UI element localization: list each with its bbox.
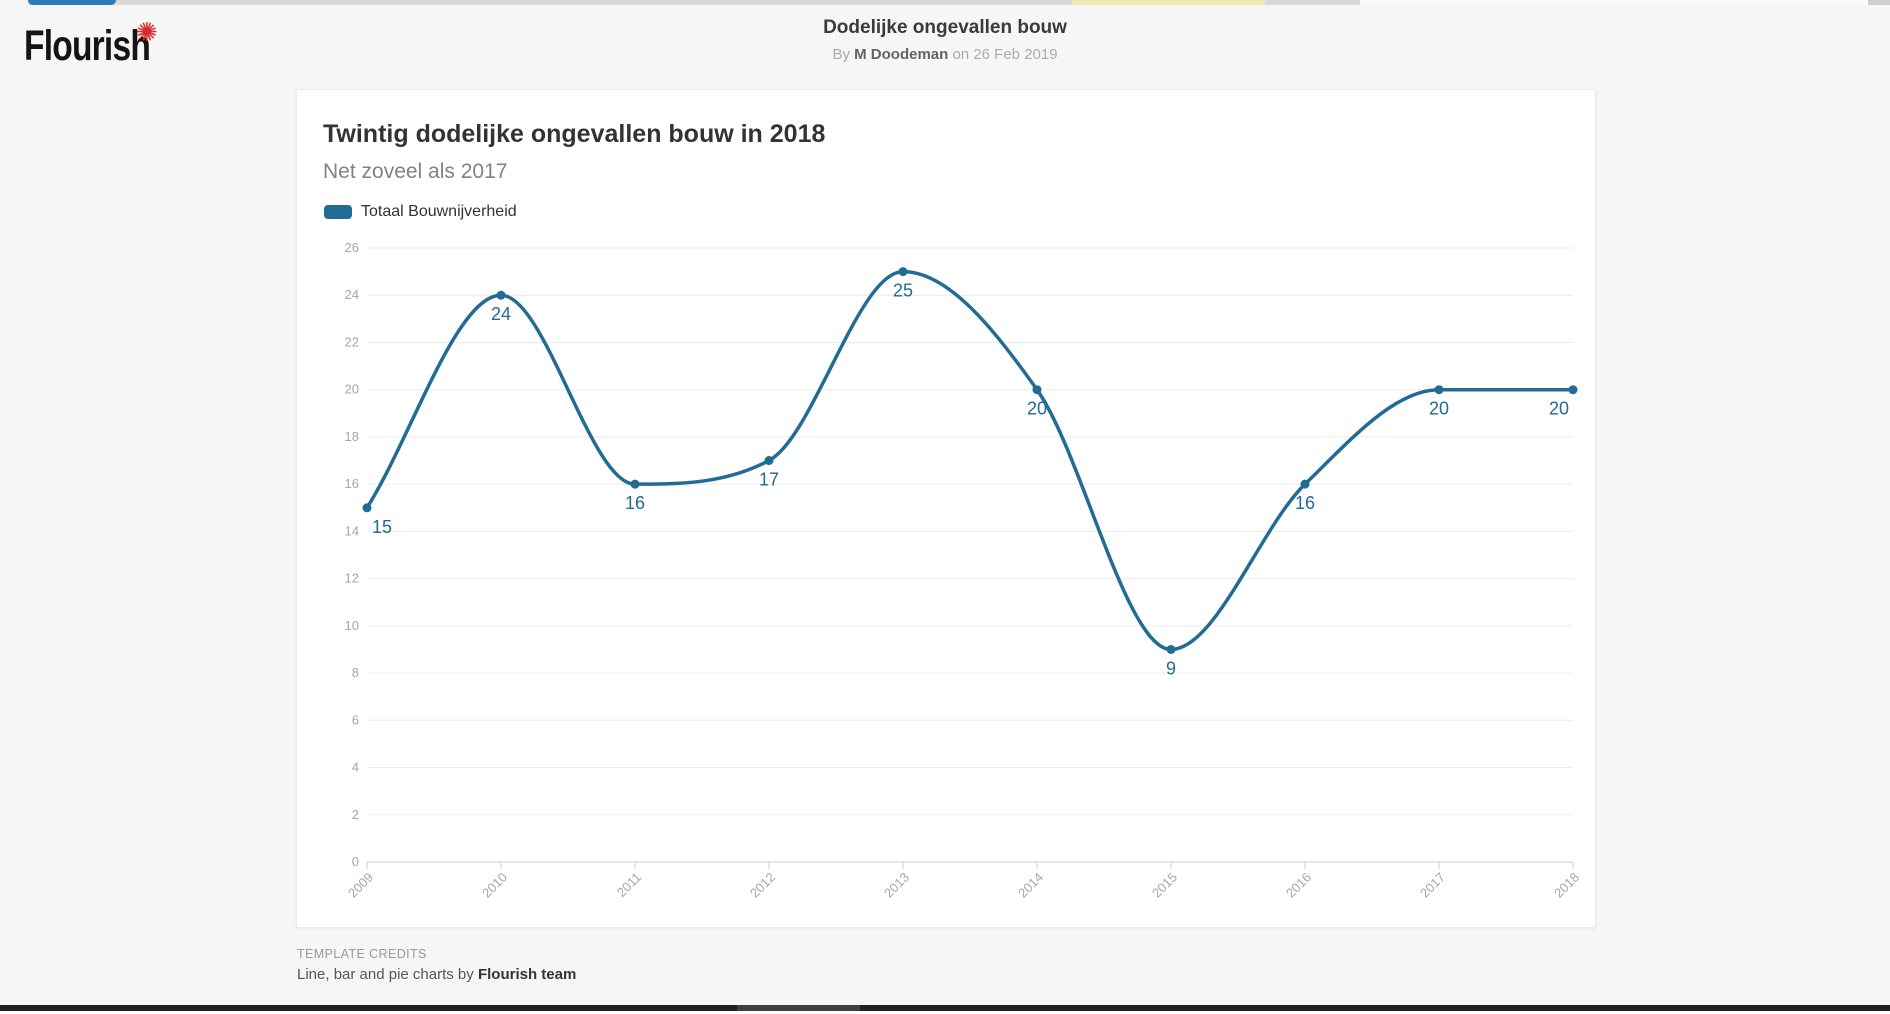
data-point-label: 20 bbox=[1549, 399, 1569, 419]
legend-label: Totaal Bouwnijverheid bbox=[361, 203, 517, 220]
y-tick-label: 4 bbox=[352, 760, 359, 775]
x-tick-label: 2018 bbox=[1551, 870, 1582, 901]
y-tick-label: 0 bbox=[352, 854, 359, 869]
x-tick-label: 2009 bbox=[345, 870, 376, 901]
series-line bbox=[365, 269, 1573, 652]
data-point[interactable] bbox=[764, 456, 774, 466]
y-tick-label: 24 bbox=[345, 287, 359, 302]
flourish-logo-text: Flourish bbox=[24, 22, 151, 70]
x-tick-label: 2012 bbox=[747, 870, 778, 901]
browser-tab-strip bbox=[0, 0, 1890, 5]
page-header: Flourish ✺ Dodelijke ongevallen bouw By … bbox=[0, 5, 1890, 75]
template-credits: TEMPLATE CREDITS Line, bar and pie chart… bbox=[297, 947, 576, 983]
data-point[interactable] bbox=[1300, 479, 1310, 489]
tab-strip-end bbox=[1868, 0, 1890, 5]
page-title: Dodelijke ongevallen bouw bbox=[823, 17, 1067, 38]
credits-team-link[interactable]: Flourish team bbox=[477, 966, 577, 983]
data-point[interactable] bbox=[1166, 644, 1176, 654]
y-tick-label: 20 bbox=[345, 382, 359, 397]
chart-subtitle: Net zoveel als 2017 bbox=[323, 160, 508, 183]
byline-date: on 26 Feb 2019 bbox=[952, 46, 1058, 63]
byline-prefix: By bbox=[832, 46, 850, 63]
browser-tab-yellow[interactable] bbox=[1072, 0, 1265, 5]
bottom-edge bbox=[0, 1011, 1890, 1014]
credits-text: Line, bar and pie charts by bbox=[297, 966, 474, 983]
y-tick-label: 18 bbox=[345, 429, 359, 444]
y-tick-label: 6 bbox=[352, 712, 359, 727]
y-tick-label: 14 bbox=[345, 523, 359, 538]
x-tick-label: 2017 bbox=[1417, 870, 1448, 901]
scrollbar-thumb[interactable] bbox=[737, 1005, 860, 1011]
data-point[interactable] bbox=[496, 290, 506, 300]
data-point[interactable] bbox=[630, 479, 640, 489]
flourish-logo[interactable]: Flourish ✺ bbox=[24, 19, 186, 73]
chart-title: Twintig dodelijke ongevallen bouw in 201… bbox=[323, 120, 826, 148]
data-point-label: 24 bbox=[491, 304, 511, 324]
data-point-label: 9 bbox=[1166, 658, 1176, 678]
starburst-icon: ✺ bbox=[136, 17, 158, 47]
data-point-label: 20 bbox=[1027, 399, 1047, 419]
x-tick-label: 2014 bbox=[1015, 870, 1046, 901]
browser-tab-blue[interactable] bbox=[28, 0, 116, 5]
data-point-label: 17 bbox=[759, 470, 779, 490]
data-point-label: 15 bbox=[372, 517, 392, 537]
byline: By M Doodeman on 26 Feb 2019 bbox=[0, 46, 1890, 63]
credits-line: Line, bar and pie charts by Flourish tea… bbox=[297, 966, 576, 983]
y-tick-label: 10 bbox=[345, 618, 359, 633]
y-tick-label: 2 bbox=[352, 807, 359, 822]
bottom-bar bbox=[0, 1005, 1890, 1011]
tab-strip-gap bbox=[0, 0, 28, 5]
legend-swatch bbox=[324, 205, 352, 219]
x-tick-label: 2013 bbox=[881, 870, 912, 901]
data-point[interactable] bbox=[362, 503, 372, 513]
data-point-label: 16 bbox=[1295, 493, 1315, 513]
y-tick-label: 16 bbox=[345, 476, 359, 491]
y-tick-label: 8 bbox=[352, 665, 359, 680]
chart-card: 0 2 4 6 8 10 12 14 16 18 20 22 24 26 2009 2010 2011 2012 2… bbox=[296, 89, 1596, 928]
x-tick-label: 2015 bbox=[1149, 870, 1180, 901]
x-tick-label: 2011 bbox=[614, 870, 644, 900]
data-point-label: 16 bbox=[625, 493, 645, 513]
y-tick-label: 12 bbox=[345, 571, 359, 586]
data-point-label: 20 bbox=[1429, 399, 1449, 419]
data-point[interactable] bbox=[898, 267, 908, 277]
author-link[interactable]: M Doodeman bbox=[854, 46, 949, 63]
credits-heading: TEMPLATE CREDITS bbox=[297, 947, 427, 961]
data-point[interactable] bbox=[1434, 385, 1444, 395]
x-tick-label: 2010 bbox=[479, 870, 510, 901]
data-point-label: 25 bbox=[893, 281, 913, 301]
browser-tab-active[interactable] bbox=[1360, 0, 1868, 5]
y-tick-label: 26 bbox=[345, 240, 359, 255]
y-tick-label: 22 bbox=[345, 334, 359, 349]
legend-item[interactable]: Totaal Bouwnijverheid bbox=[324, 203, 517, 221]
data-point[interactable] bbox=[1032, 385, 1042, 395]
x-tick-label: 2016 bbox=[1283, 870, 1314, 901]
data-point[interactable] bbox=[1568, 385, 1578, 395]
